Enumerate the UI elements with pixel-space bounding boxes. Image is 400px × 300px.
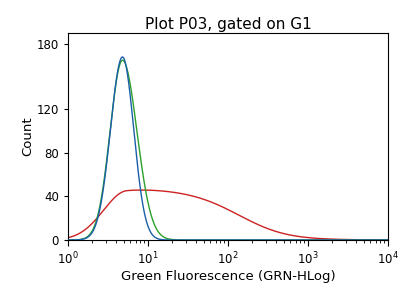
X-axis label: Green Fluorescence (GRN-HLog): Green Fluorescence (GRN-HLog) <box>121 270 335 283</box>
Y-axis label: Count: Count <box>21 117 34 156</box>
Title: Plot P03, gated on G1: Plot P03, gated on G1 <box>145 17 311 32</box>
